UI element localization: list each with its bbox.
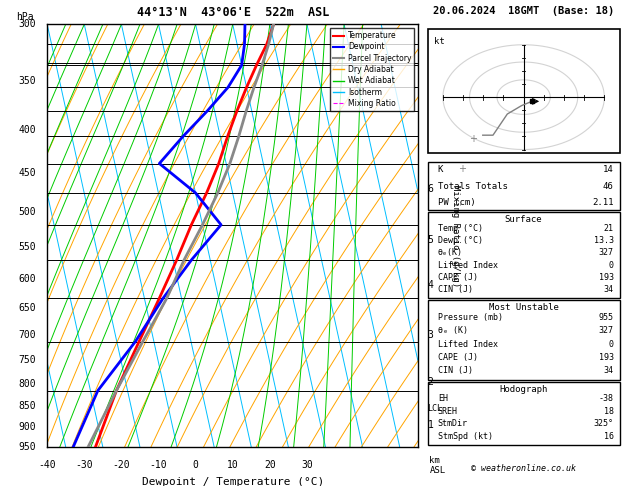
Text: Most Unstable: Most Unstable	[489, 303, 559, 312]
Text: kt: kt	[434, 37, 445, 46]
Text: CIN (J): CIN (J)	[438, 366, 473, 375]
Text: 10: 10	[227, 460, 238, 470]
Text: θₑ (K): θₑ (K)	[438, 326, 468, 335]
Text: SREH: SREH	[438, 407, 458, 416]
Text: 7: 7	[428, 134, 433, 144]
Text: 450: 450	[18, 168, 36, 178]
Text: 0: 0	[609, 340, 614, 348]
Text: PW (cm): PW (cm)	[438, 198, 476, 207]
Text: CIN (J): CIN (J)	[438, 285, 473, 294]
Text: 325°: 325°	[594, 419, 614, 428]
Text: 13.3: 13.3	[594, 236, 614, 245]
Text: +: +	[459, 164, 466, 174]
Text: 327: 327	[599, 248, 614, 257]
Bar	[428, 382, 620, 445]
Text: 14: 14	[603, 165, 614, 174]
Text: 0: 0	[192, 460, 199, 470]
Text: 6: 6	[428, 184, 433, 194]
Text: 800: 800	[18, 379, 36, 389]
Text: 300: 300	[18, 19, 36, 29]
Text: 193: 193	[599, 353, 614, 362]
Text: -40: -40	[38, 460, 56, 470]
Text: 1: 1	[428, 420, 433, 430]
Text: Dewpoint / Temperature (°C): Dewpoint / Temperature (°C)	[142, 477, 324, 486]
Text: K: K	[438, 165, 443, 174]
Text: 600: 600	[18, 274, 36, 283]
Text: -30: -30	[75, 460, 93, 470]
Bar	[428, 29, 620, 153]
Text: 34: 34	[604, 366, 614, 375]
Text: hPa: hPa	[16, 12, 33, 22]
Text: -20: -20	[113, 460, 130, 470]
Text: -10: -10	[150, 460, 167, 470]
Text: 20: 20	[264, 460, 276, 470]
Text: CAPE (J): CAPE (J)	[438, 273, 478, 282]
Text: 500: 500	[18, 207, 36, 217]
Text: © weatheronline.co.uk: © weatheronline.co.uk	[471, 464, 576, 473]
Text: LCL: LCL	[428, 404, 443, 413]
Bar	[428, 300, 620, 380]
Text: 400: 400	[18, 125, 36, 135]
Text: 750: 750	[18, 355, 36, 365]
Text: Lifted Index: Lifted Index	[438, 340, 498, 348]
Text: 2: 2	[428, 377, 433, 387]
Text: CAPE (J): CAPE (J)	[438, 353, 478, 362]
Text: 18: 18	[604, 407, 614, 416]
Text: 8: 8	[428, 83, 433, 93]
Text: StmDir: StmDir	[438, 419, 468, 428]
Text: 5: 5	[428, 235, 433, 245]
Text: 46: 46	[603, 182, 614, 191]
Text: 21: 21	[604, 224, 614, 233]
Text: 44°13'N  43°06'E  522m  ASL: 44°13'N 43°06'E 522m ASL	[136, 6, 329, 19]
Text: 650: 650	[18, 303, 36, 313]
Text: Lifted Index: Lifted Index	[438, 260, 498, 270]
Legend: Temperature, Dewpoint, Parcel Trajectory, Dry Adiabat, Wet Adiabat, Isotherm, Mi: Temperature, Dewpoint, Parcel Trajectory…	[330, 28, 415, 111]
Text: θₑ(K): θₑ(K)	[438, 248, 463, 257]
Text: 16: 16	[604, 432, 614, 441]
Text: 0: 0	[609, 260, 614, 270]
Text: 700: 700	[18, 330, 36, 340]
Text: Temp (°C): Temp (°C)	[438, 224, 483, 233]
Text: 4: 4	[428, 279, 433, 290]
Text: 955: 955	[599, 313, 614, 322]
Text: 193: 193	[599, 273, 614, 282]
Text: -38: -38	[599, 394, 614, 403]
Text: Surface: Surface	[505, 215, 542, 224]
Text: Pressure (mb): Pressure (mb)	[438, 313, 503, 322]
Bar	[428, 212, 620, 298]
Text: 2.11: 2.11	[592, 198, 614, 207]
Text: 34: 34	[604, 285, 614, 294]
Text: +: +	[469, 135, 477, 144]
Text: 350: 350	[18, 76, 36, 86]
Text: 30: 30	[301, 460, 313, 470]
Text: 327: 327	[599, 326, 614, 335]
Text: 3: 3	[428, 330, 433, 340]
Text: 20.06.2024  18GMT  (Base: 18): 20.06.2024 18GMT (Base: 18)	[433, 6, 615, 16]
Bar	[428, 162, 620, 210]
Text: 950: 950	[18, 442, 36, 452]
Text: 550: 550	[18, 242, 36, 252]
Text: Dewp (°C): Dewp (°C)	[438, 236, 483, 245]
Text: Totals Totals: Totals Totals	[438, 182, 508, 191]
Text: 850: 850	[18, 401, 36, 411]
Text: StmSpd (kt): StmSpd (kt)	[438, 432, 493, 441]
Text: 900: 900	[18, 422, 36, 432]
Text: EH: EH	[438, 394, 448, 403]
Text: Mixing Ratio (g/kg): Mixing Ratio (g/kg)	[451, 185, 460, 287]
Text: Hodograph: Hodograph	[499, 384, 548, 394]
Text: km
ASL: km ASL	[430, 455, 445, 475]
